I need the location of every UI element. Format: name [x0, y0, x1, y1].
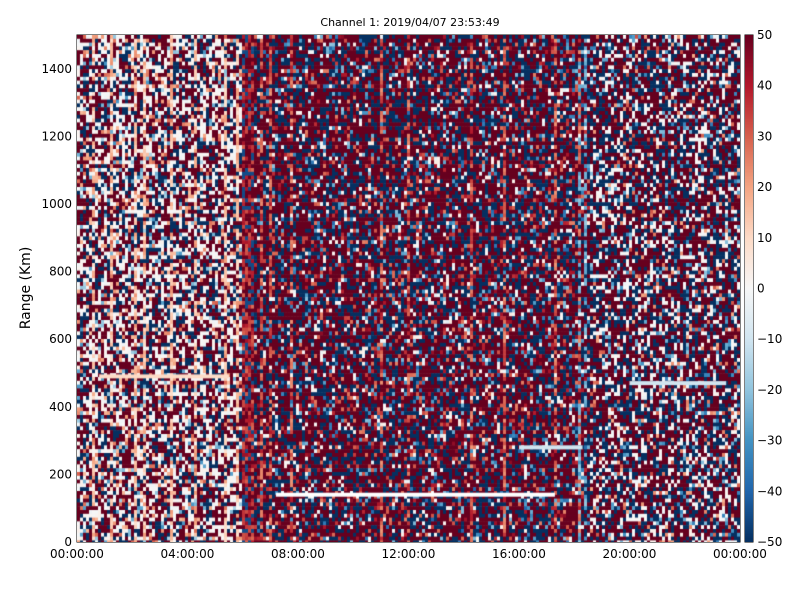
y-tick-label: 600 [49, 332, 72, 346]
y-tick-label: 800 [49, 265, 72, 279]
colorbar-tick-label: 10 [757, 231, 772, 245]
colorbar-tick-label: 40 [757, 79, 772, 93]
colorbar-tick-label: −50 [757, 535, 782, 549]
y-tick-label: 1400 [41, 62, 72, 76]
y-axis-label: Range (Km) [18, 247, 34, 330]
x-axis: 00:00:00 04:00:00 08:00:00 12:00:00 16:00:00… [50, 35, 767, 561]
x-tick-label: 16:00:00 [492, 547, 546, 561]
x-tick-label: 00:00:00 [713, 547, 767, 561]
colorbar-tick-label: 30 [757, 129, 772, 143]
y-tick-label: 400 [49, 400, 72, 414]
colorbar-tick-label: 50 [757, 28, 772, 42]
colorbar-tick-label: −30 [757, 434, 782, 448]
colorbar-tick-label: −10 [757, 332, 782, 346]
colorbar-tick-label: 0 [757, 282, 765, 296]
y-tick-label: 1200 [41, 129, 72, 143]
colorbar-tick-label: −40 [757, 484, 782, 498]
colorbar-tick-label: 20 [757, 180, 772, 194]
x-tick-label: 04:00:00 [161, 547, 215, 561]
y-axis: 0 200 400 600 800 1000 1200 1400 [41, 62, 740, 549]
colorbar [745, 35, 753, 542]
x-tick-label: 12:00:00 [382, 547, 436, 561]
x-tick-label: 08:00:00 [271, 547, 325, 561]
y-tick-label: 1000 [41, 197, 72, 211]
x-tick-label: 00:00:00 [50, 547, 104, 561]
colorbar-axis: 50 40 30 20 10 0 −10 −20 −30 −40 −50 [750, 28, 782, 549]
svg-text:Range (Km): Range (Km) [18, 247, 34, 330]
chart-title: Channel 1: 2019/04/07 23:53:49 [320, 16, 499, 29]
colorbar-tick-label: −20 [757, 383, 782, 397]
x-tick-label: 20:00:00 [603, 547, 657, 561]
y-tick-label: 200 [49, 467, 72, 481]
heatmap-plot [77, 35, 740, 542]
y-tick-label: 0 [64, 535, 72, 549]
